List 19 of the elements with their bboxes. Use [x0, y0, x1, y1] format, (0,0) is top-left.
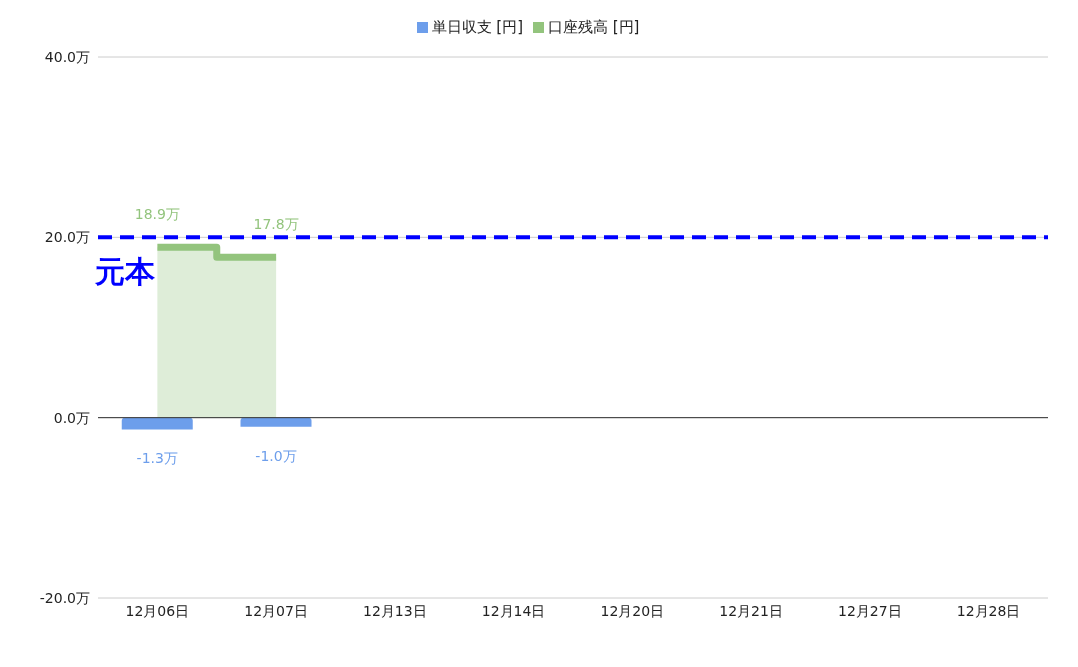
y-tick-label: -20.0万	[39, 589, 90, 606]
y-tick-label: 20.0万	[44, 229, 90, 246]
x-tick-label: 12月06日	[125, 602, 190, 619]
y-tick-label: 40.0万	[44, 48, 90, 65]
legend-label: 口座残高 [円]	[548, 18, 640, 36]
x-tick-label: 12月20日	[600, 602, 665, 619]
x-tick-label: 12月14日	[481, 602, 546, 619]
x-tick-label: 12月07日	[244, 602, 308, 619]
x-tick-label: 12月13日	[363, 602, 427, 619]
data-label: -1.0万	[255, 447, 297, 464]
data-label: -1.3万	[136, 450, 178, 467]
data-label: 17.8万	[253, 216, 299, 233]
ref-line-label: 元本	[94, 254, 156, 290]
y-tick-label: 0.0万	[53, 409, 90, 426]
x-tick-label: 12月27日	[838, 602, 902, 619]
data-label: 18.9万	[134, 206, 180, 223]
legend-label: 単日収支 [円]	[431, 18, 523, 36]
x-tick-label: 12月28日	[956, 602, 1021, 619]
x-tick-label: 12月21日	[719, 602, 783, 619]
